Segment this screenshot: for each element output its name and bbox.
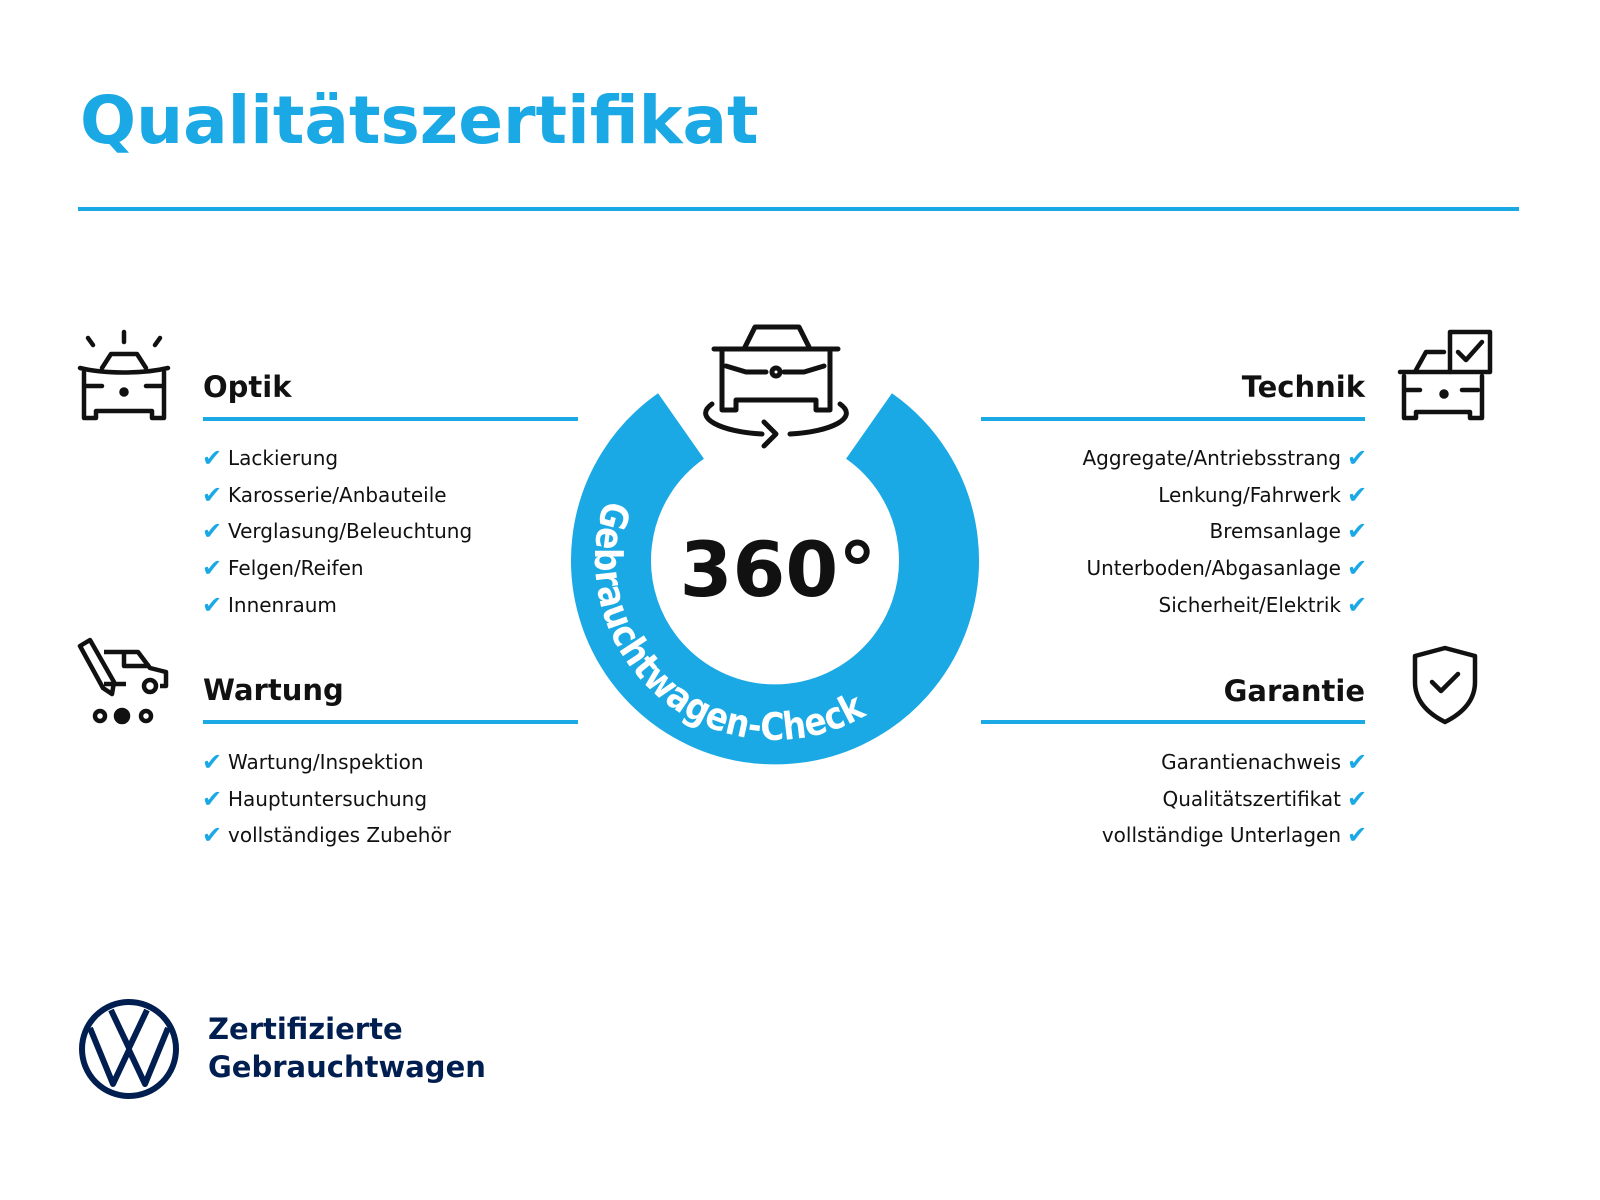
list-item: Lenkung/Fahrwerk ✔ — [980, 477, 1367, 514]
page-title: Qualitätszertifikat — [80, 82, 759, 159]
divider — [203, 720, 578, 724]
check-icon: ✔ — [202, 821, 223, 850]
section-title-technik: Technik — [1241, 370, 1365, 404]
shield-check-icon — [1412, 645, 1478, 725]
section-title-optik: Optik — [203, 370, 292, 404]
check-icon: ✔ — [1347, 821, 1368, 850]
brand-text: Zertifizierte Gebrauchtwagen — [208, 1010, 486, 1086]
divider — [203, 417, 578, 421]
list-item-label: Lenkung/Fahrwerk — [1158, 482, 1341, 507]
list-item: Garantienachweis ✔ — [980, 744, 1367, 781]
list-item-label: Hauptuntersuchung — [228, 786, 428, 811]
list-item-label: Unterboden/Abgasanlage — [1086, 556, 1341, 581]
check-icon: ✔ — [1347, 517, 1368, 546]
list-item-label: Innenraum — [228, 592, 337, 617]
vw-logo — [79, 999, 179, 1099]
list-item: Bremsanlage ✔ — [980, 513, 1368, 550]
degrees-label: 360° — [680, 525, 877, 614]
list-item-label: vollständiges Zubehör — [228, 823, 451, 848]
list-item: ✔ Felgen/Reifen — [202, 550, 472, 587]
list-item: ✔ vollständiges Zubehör — [202, 817, 451, 854]
check-icon: ✔ — [1347, 480, 1368, 509]
brand-line2: Gebrauchtwagen — [208, 1050, 486, 1084]
check-icon: ✔ — [1347, 748, 1368, 776]
list-item: Aggregate/Antriebsstrang ✔ — [980, 440, 1367, 477]
list-item-label: Lackierung — [228, 446, 339, 470]
check-icon: ✔ — [1347, 590, 1368, 619]
list-item: ✔ Hauptuntersuchung — [202, 781, 451, 818]
check-icon: ✔ — [1347, 444, 1368, 472]
list-item-label: Verglasung/Beleuchtung — [228, 519, 473, 544]
garantie-list: Garantienachweis ✔ Qualitätszertifikat ✔ vol… — [980, 744, 1367, 854]
check-icon: ✔ — [202, 784, 223, 813]
list-item-label: Bremsanlage — [1209, 519, 1341, 544]
optik-list: ✔ Lackierung ✔ Karosserie/Anbauteile ✔ Vergla… — [202, 440, 472, 624]
ring — [571, 393, 979, 765]
check-icon: ✔ — [202, 590, 223, 619]
check-icon: ✔ — [1347, 554, 1368, 583]
list-item-label: vollständige Unterlagen — [1101, 823, 1341, 848]
check-icon: ✔ — [202, 480, 223, 509]
list-item: ✔ Karosserie/Anbauteile — [202, 477, 472, 514]
list-item-label: Felgen/Reifen — [228, 556, 364, 581]
car-rotate-icon — [703, 324, 849, 449]
divider — [981, 720, 1365, 724]
list-item-label: Sicherheit/Elektrik — [1158, 592, 1342, 617]
list-item-label: Aggregate/Antriebsstrang — [1082, 446, 1341, 470]
check-icon: ✔ — [202, 554, 223, 583]
list-item: ✔ Innenraum — [202, 587, 472, 624]
wartung-list: ✔ Wartung/Inspektion ✔ Hauptuntersuchung ✔ vo… — [202, 744, 451, 854]
list-item: Qualitätszertifikat ✔ — [980, 781, 1368, 818]
ring-text: Gebrauchtwagen-Check — [586, 497, 872, 749]
list-item-label: Qualitätszertifikat — [1162, 786, 1342, 811]
list-item: ✔ Wartung/Inspektion — [202, 744, 451, 781]
list-item: Unterboden/Abgasanlage ✔ — [980, 550, 1367, 587]
section-title-wartung: Wartung — [203, 673, 344, 707]
section-title-garantie: Garantie — [1223, 674, 1365, 708]
list-item: ✔ Verglasung/Beleuchtung — [202, 513, 472, 550]
check-icon: ✔ — [202, 444, 223, 472]
list-item: vollständige Unterlagen ✔ — [980, 817, 1367, 854]
check-icon: ✔ — [202, 748, 223, 776]
check-icon: ✔ — [202, 517, 223, 546]
car-lights-icon — [77, 329, 171, 421]
list-item: ✔ Lackierung — [202, 440, 472, 477]
car-checkbox-icon — [1397, 329, 1493, 421]
check-icon: ✔ — [1347, 784, 1368, 813]
list-item: Sicherheit/Elektrik ✔ — [980, 587, 1368, 624]
list-item-label: Wartung/Inspektion — [228, 750, 424, 774]
divider — [981, 417, 1365, 421]
service-truck-icon — [77, 637, 169, 725]
technik-list: Aggregate/Antriebsstrang ✔ Lenkung/Fahrwer… — [980, 440, 1367, 624]
list-item-label: Karosserie/Anbauteile — [228, 482, 447, 507]
list-item-label: Garantienachweis — [1161, 750, 1341, 774]
divider — [78, 207, 1519, 211]
brand-line1: Zertifizierte — [208, 1012, 403, 1046]
